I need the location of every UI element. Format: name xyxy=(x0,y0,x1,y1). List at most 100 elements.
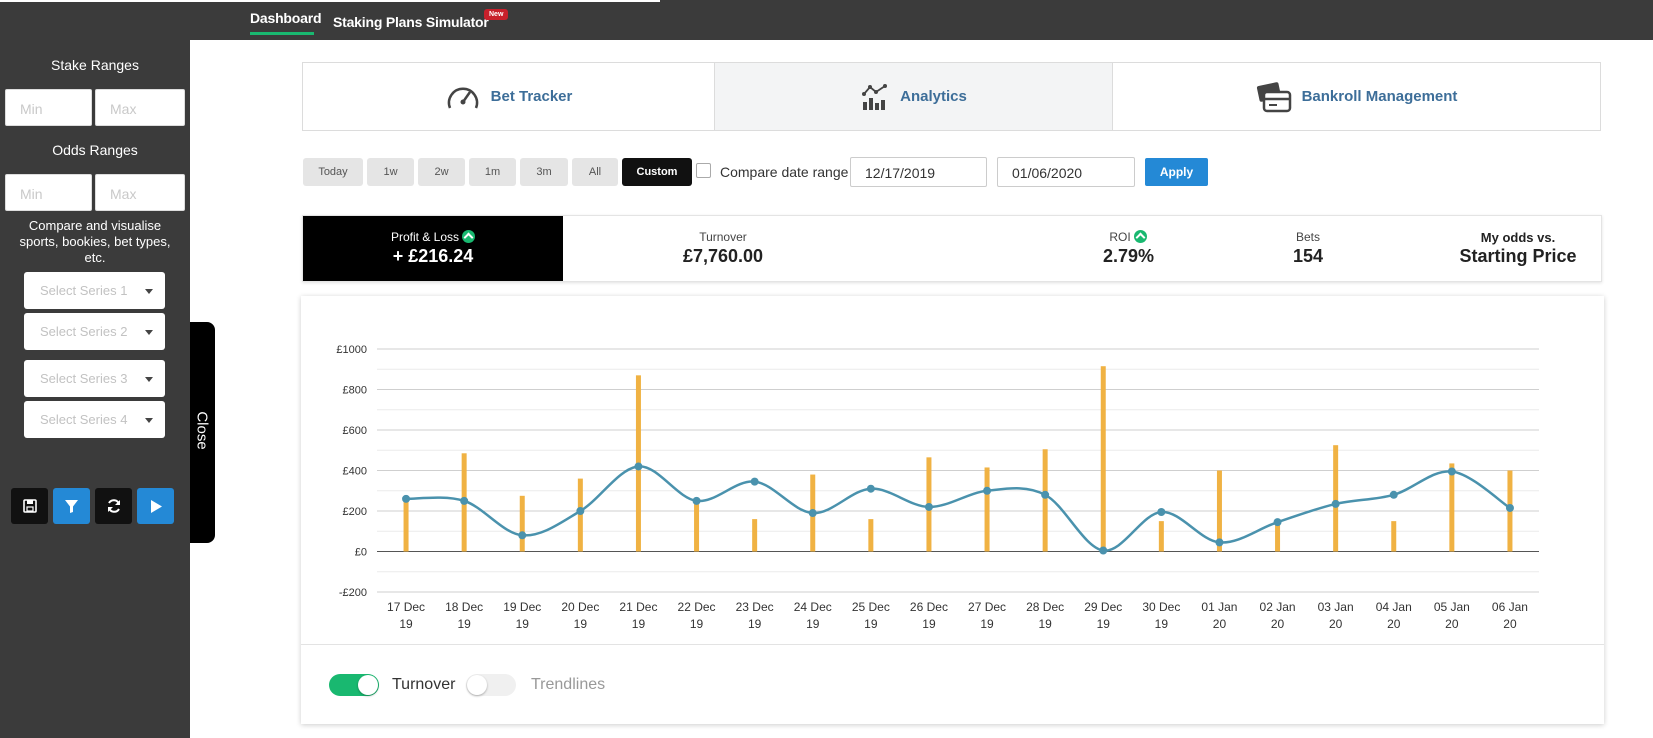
compare-date-range-checkbox[interactable] xyxy=(696,163,711,178)
toggle-knob xyxy=(358,675,378,695)
section-tabs: Bet Tracker Analytics Bankroll Managemen… xyxy=(302,62,1601,131)
tab-bet-tracker[interactable]: Bet Tracker xyxy=(303,63,715,130)
turnover-toggle[interactable] xyxy=(329,674,379,696)
x-tick-label: 03 Jan xyxy=(1318,600,1354,614)
nav-dashboard[interactable]: Dashboard xyxy=(250,10,322,26)
x-tick-label: 02 Jan xyxy=(1260,600,1296,614)
x-tick-label-year: 19 xyxy=(399,617,413,631)
turnover-bar xyxy=(519,495,525,552)
refresh-button[interactable] xyxy=(95,488,132,524)
caret-down-icon xyxy=(145,418,153,423)
series-1-label: Select Series 1 xyxy=(40,283,128,298)
turnover-bar xyxy=(1275,523,1281,552)
stake-ranges-title: Stake Ranges xyxy=(51,57,139,73)
turnover-bar xyxy=(1042,449,1048,552)
x-tick-label: 30 Dec xyxy=(1142,600,1180,614)
caret-down-icon xyxy=(145,330,153,335)
x-tick-label: 19 Dec xyxy=(503,600,541,614)
y-tick-label: £800 xyxy=(343,385,367,397)
turnover-bar xyxy=(868,519,874,552)
series-2-select[interactable]: Select Series 2 xyxy=(24,313,165,350)
range-all-button[interactable]: All xyxy=(572,158,618,186)
stat-bets: Bets 154 xyxy=(1183,216,1433,281)
turnover-bar xyxy=(1333,445,1339,552)
turnover-bar xyxy=(577,478,583,552)
roi-label: ROI xyxy=(1109,230,1131,244)
series-2-label: Select Series 2 xyxy=(40,324,128,339)
profit-loss-line xyxy=(406,465,1511,552)
profit-loss-point xyxy=(1041,490,1050,499)
y-tick-label: £1000 xyxy=(336,344,367,356)
trend-up-icon xyxy=(462,230,476,244)
range-2w-button[interactable]: 2w xyxy=(418,158,465,186)
new-badge: New xyxy=(484,9,509,20)
close-label: Close xyxy=(193,411,211,450)
stat-profit-loss: Profit & Loss + £216.24 xyxy=(303,216,563,281)
series-1-select[interactable]: Select Series 1 xyxy=(24,272,165,309)
save-button[interactable] xyxy=(11,488,48,524)
x-tick-label-year: 19 xyxy=(806,617,820,631)
x-tick-label: 18 Dec xyxy=(445,600,483,614)
profit-loss-value: + £216.24 xyxy=(392,246,474,266)
profit-loss-point xyxy=(1447,467,1456,476)
x-tick-label: 22 Dec xyxy=(678,600,716,614)
date-to-input[interactable]: 01/06/2020 xyxy=(997,157,1135,187)
filter-button[interactable] xyxy=(53,488,90,524)
range-3m-button[interactable]: 3m xyxy=(520,158,568,186)
toggle-knob xyxy=(467,675,487,695)
profit-loss-point xyxy=(1389,490,1398,499)
filter-icon xyxy=(65,499,78,513)
x-tick-label-year: 19 xyxy=(1155,617,1169,631)
series-3-label: Select Series 3 xyxy=(40,371,128,386)
x-tick-label-year: 20 xyxy=(1503,617,1517,631)
profit-loss-point xyxy=(634,462,643,471)
tab-analytics[interactable]: Analytics xyxy=(715,63,1113,130)
turnover-bar xyxy=(403,500,409,552)
close-sidebar-tab[interactable]: Close xyxy=(190,322,215,543)
trend-up-icon xyxy=(1133,230,1147,244)
top-accent-line xyxy=(0,0,660,2)
x-tick-label: 26 Dec xyxy=(910,600,948,614)
range-today-button[interactable]: Today xyxy=(303,158,363,186)
x-tick-label-year: 19 xyxy=(1038,617,1052,631)
x-tick-label: 29 Dec xyxy=(1084,600,1122,614)
apply-button[interactable]: Apply xyxy=(1145,158,1208,186)
stats-bar: Profit & Loss + £216.24 Turnover £7,760.… xyxy=(302,215,1602,282)
turnover-bar xyxy=(1158,521,1164,552)
trendlines-toggle-label: Trendlines xyxy=(531,676,606,693)
stat-roi: ROI 2.79% xyxy=(1103,216,1154,281)
profit-loss-point xyxy=(1331,499,1340,508)
profit-loss-point xyxy=(460,496,469,505)
x-tick-label: 25 Dec xyxy=(852,600,890,614)
odds-comparison-label: My odds vs. xyxy=(1480,230,1556,245)
date-from-input[interactable]: 12/17/2019 xyxy=(850,157,987,187)
nav-staking-plans[interactable]: Staking Plans Simulator xyxy=(333,14,489,30)
stake-min-input[interactable]: Min xyxy=(5,89,92,126)
turnover-bar xyxy=(984,467,990,552)
play-button[interactable] xyxy=(137,488,174,524)
nav-dashboard-underline xyxy=(250,32,314,35)
range-1m-button[interactable]: 1m xyxy=(469,158,516,186)
series-4-select[interactable]: Select Series 4 xyxy=(24,401,165,438)
roi-label-row: ROI xyxy=(1103,230,1153,244)
odds-max-input[interactable]: Max xyxy=(95,174,185,211)
range-1w-button[interactable]: 1w xyxy=(367,158,414,186)
stake-max-input[interactable]: Max xyxy=(95,89,185,126)
series-3-select[interactable]: Select Series 3 xyxy=(24,360,165,397)
tab-bankroll-management[interactable]: Bankroll Management xyxy=(1113,63,1600,130)
stat-odds-comparison[interactable]: My odds vs. Starting Price xyxy=(1433,216,1603,281)
x-tick-label: 28 Dec xyxy=(1026,600,1064,614)
turnover-bar xyxy=(694,500,700,552)
odds-comparison-value: Starting Price xyxy=(1459,246,1577,266)
play-icon xyxy=(150,499,162,513)
range-custom-button[interactable]: Custom xyxy=(622,158,692,186)
x-tick-label: 05 Jan xyxy=(1434,600,1470,614)
profit-loss-point xyxy=(692,496,701,505)
trendlines-toggle[interactable] xyxy=(466,674,516,696)
odds-min-input[interactable]: Min xyxy=(5,174,92,211)
x-tick-label-year: 20 xyxy=(1213,617,1227,631)
turnover-bar xyxy=(1216,470,1222,552)
x-tick-label-year: 19 xyxy=(690,617,704,631)
profit-loss-point xyxy=(750,477,759,486)
x-tick-label: 27 Dec xyxy=(968,600,1006,614)
